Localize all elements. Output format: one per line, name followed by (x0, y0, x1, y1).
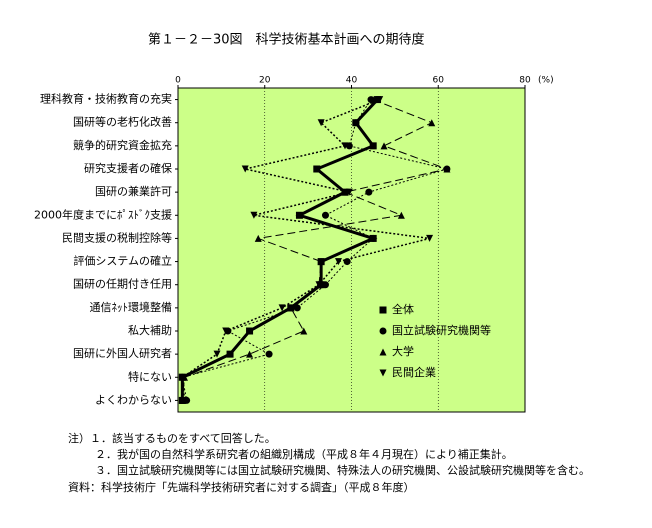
marker (226, 350, 234, 358)
marker (315, 281, 323, 289)
x-tick-label: 80 (519, 76, 531, 86)
y-tick-label: 国研の兼業許可 (95, 185, 172, 198)
legend-label: 大学 (392, 344, 414, 358)
legend-label: 全体 (392, 302, 414, 316)
y-tick-label: よくわからない (95, 393, 172, 406)
note: ３．国立試験研究機関等には国立試験研究機関、特殊法人の研究機関、公設試験研究機関… (95, 463, 590, 477)
marker (317, 119, 325, 127)
marker (265, 350, 273, 358)
note: 資料：科学技術庁「先端科学技術研究者に対する調査」（平成８年度） (68, 480, 415, 494)
marker (278, 304, 286, 312)
marker (181, 396, 189, 404)
x-unit: (%) (538, 76, 554, 86)
marker (293, 304, 301, 312)
marker (397, 211, 405, 219)
y-tick-label: 特にない (128, 369, 172, 383)
chart-title: 第１－２－30図 科学技術基本計画への期待度 (148, 32, 425, 48)
marker (380, 142, 388, 150)
note: ２．我が国の自然科学系研究者の組織別構成（平成８年４月現在）により補正集計。 (95, 447, 513, 461)
x-tick-label: 0 (175, 76, 181, 86)
marker (178, 373, 186, 381)
marker (376, 96, 384, 104)
marker (246, 327, 254, 335)
marker (321, 281, 329, 289)
legend-label: 民間企業 (392, 365, 436, 379)
legend-label: 国立試験研究機関等 (392, 323, 491, 337)
marker (365, 188, 373, 196)
marker (317, 281, 325, 289)
marker (345, 188, 353, 196)
series-line (181, 99, 449, 401)
marker (341, 188, 349, 196)
marker (300, 327, 308, 335)
marker (222, 327, 230, 335)
marker (379, 369, 387, 377)
marker (246, 350, 254, 358)
marker (341, 142, 349, 150)
series-line (180, 98, 379, 401)
y-tick-label: 理科教育・技術教育の充実 (40, 92, 172, 106)
marker (369, 234, 377, 242)
y-tick-label: 民間支援の税制控除等 (62, 230, 172, 244)
y-tick-label: 2000年度までにﾎﾟｽﾄﾞｸ支援 (34, 207, 172, 221)
y-tick-label: 国研に外国人研究者 (73, 346, 172, 360)
marker (426, 234, 434, 242)
marker (317, 258, 325, 266)
marker (213, 350, 221, 358)
marker (241, 165, 249, 173)
marker (313, 165, 321, 173)
marker (321, 211, 329, 219)
x-tick-label: 40 (346, 76, 358, 86)
marker (443, 165, 451, 173)
y-tick-label: 国研等の老朽化改善 (73, 115, 172, 129)
marker (379, 306, 387, 314)
series-line (181, 99, 449, 401)
y-tick-label: 通信ﾈｯﾄ環境整備 (90, 300, 173, 314)
y-tick-label: 競争的研究資金拡充 (73, 138, 172, 152)
note: 注）１．該当するものをすべて回答した。 (68, 431, 276, 445)
marker (352, 119, 360, 127)
marker (369, 142, 377, 150)
marker (428, 119, 436, 127)
marker (374, 96, 382, 104)
marker (287, 304, 295, 312)
marker (379, 348, 387, 356)
marker (254, 234, 262, 242)
y-tick-label: 国研の任期付き任用 (73, 278, 172, 291)
y-tick-label: 私大補助 (128, 323, 172, 337)
series-line (181, 98, 430, 401)
y-tick-label: 評価システムの確立 (73, 254, 172, 268)
x-tick-label: 20 (259, 76, 271, 86)
marker (343, 258, 351, 266)
marker (250, 211, 258, 219)
y-tick-label: 研究支援者の確保 (84, 161, 172, 175)
marker (295, 211, 303, 219)
marker (379, 327, 387, 335)
marker (334, 258, 342, 266)
x-tick-label: 60 (433, 76, 445, 86)
